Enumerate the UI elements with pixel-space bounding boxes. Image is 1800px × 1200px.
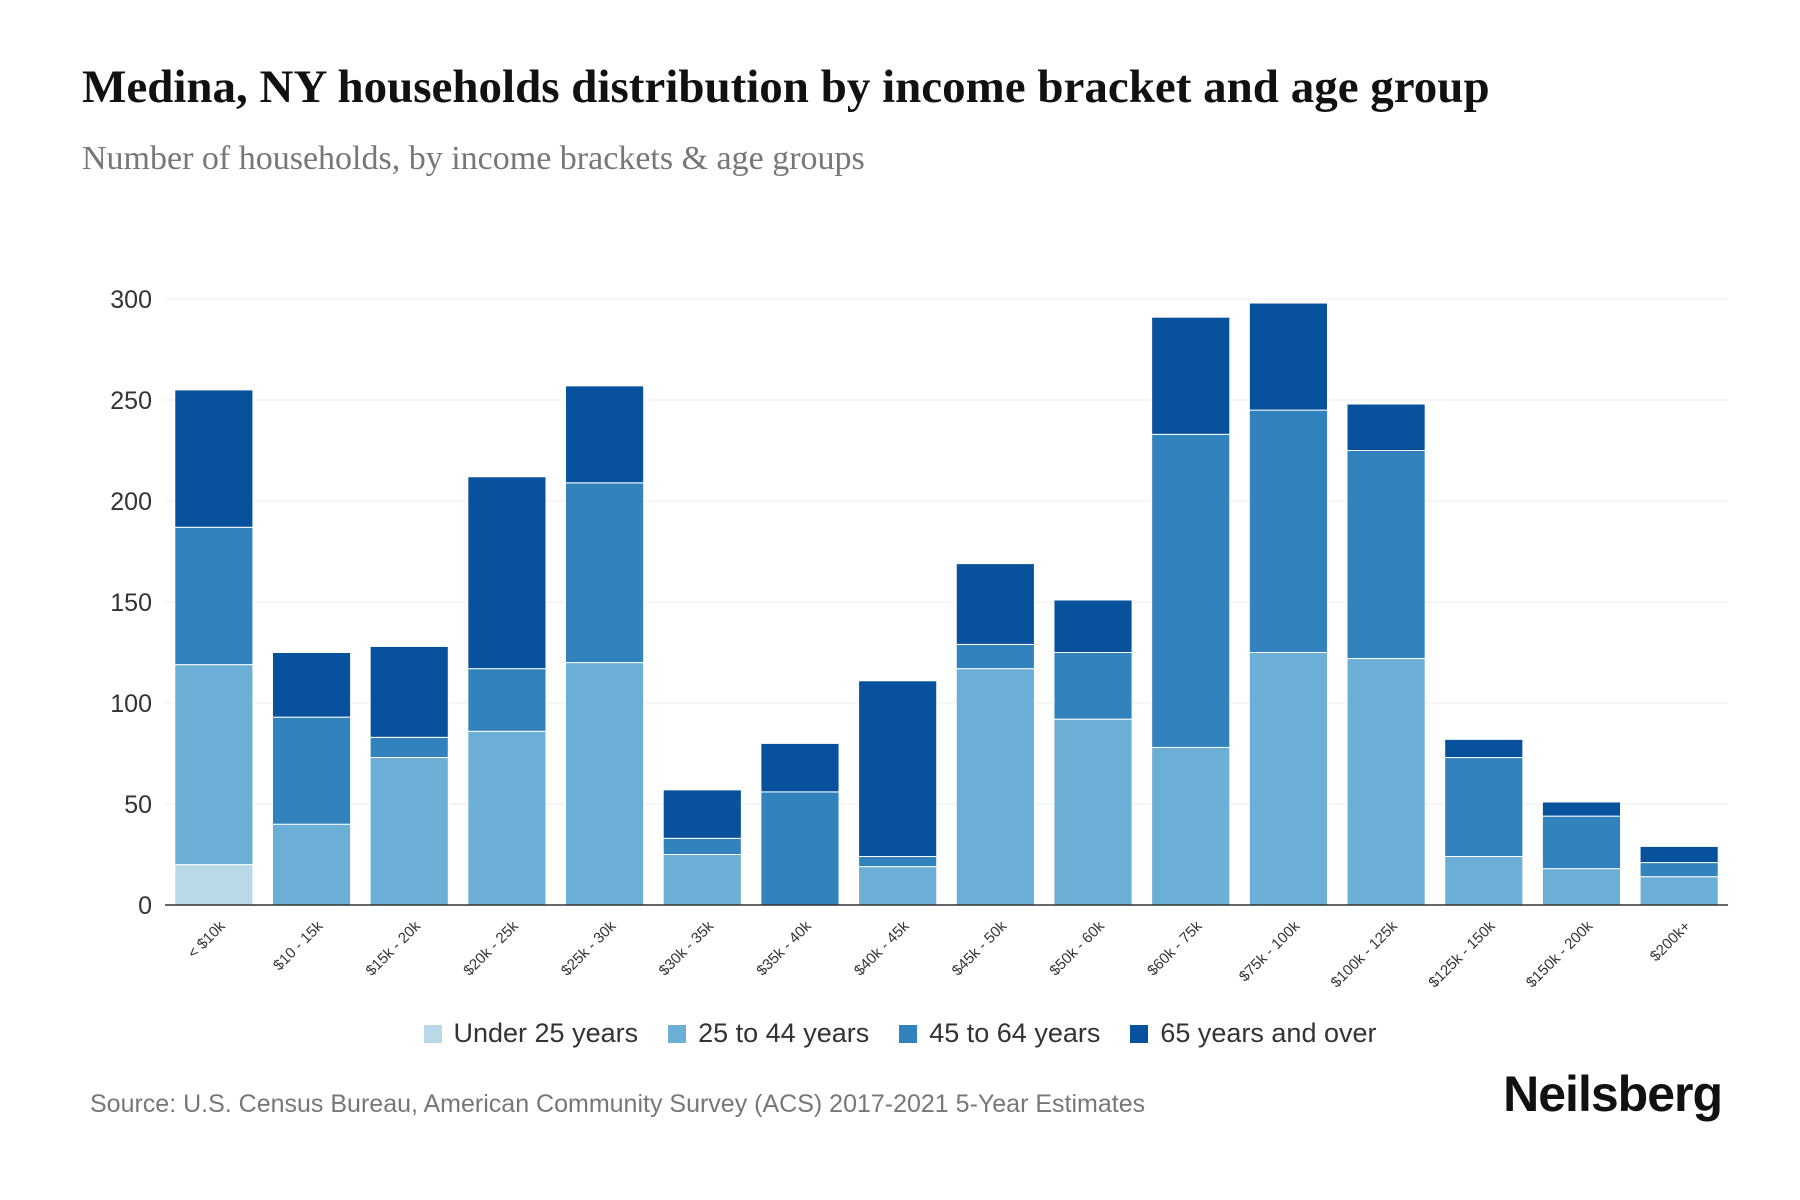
bar-segment xyxy=(760,791,840,906)
bar-segment xyxy=(1541,815,1622,870)
bar-segment xyxy=(1541,801,1622,817)
bar-segment xyxy=(1151,433,1231,748)
bar-segment xyxy=(1639,862,1719,878)
legend-label: Under 25 years xyxy=(453,1018,639,1048)
bar-segment xyxy=(271,823,352,906)
bar-segment xyxy=(1639,876,1719,906)
x-tick-label: $75k - 100k xyxy=(1236,917,1304,985)
legend-item: 65 years and over xyxy=(1130,1018,1377,1049)
bar-segment xyxy=(1151,746,1231,906)
y-tick-label: 100 xyxy=(110,690,152,718)
legend-label: 25 to 44 years xyxy=(698,1018,870,1048)
bar-segment xyxy=(1053,652,1133,720)
bar-segment xyxy=(271,652,352,718)
bar-segment xyxy=(1444,738,1524,759)
bar-segment xyxy=(662,789,742,839)
bar-segment xyxy=(955,668,1035,906)
bar-segment xyxy=(955,643,1035,670)
x-tick-label: $35k - 40k xyxy=(753,917,815,979)
bar-segment xyxy=(1248,652,1328,906)
legend-swatch xyxy=(899,1024,918,1043)
bar-segment xyxy=(1444,757,1524,858)
bar-segment xyxy=(1053,718,1133,906)
chart-title: Medina, NY households distribution by in… xyxy=(82,61,1490,113)
bar-segment xyxy=(565,662,645,906)
bar-segment xyxy=(1541,868,1622,906)
bar-segment xyxy=(369,757,449,906)
bar-segment xyxy=(1346,658,1426,906)
x-tick-label: $60k - 75k xyxy=(1144,917,1206,979)
bar-segment xyxy=(1444,856,1524,906)
x-tick-label: $125k - 150k xyxy=(1425,917,1499,991)
x-tick-label: $50k - 60k xyxy=(1046,917,1108,979)
chart-subtitle: Number of households, by income brackets… xyxy=(82,140,865,177)
legend-item: 25 to 44 years xyxy=(668,1018,869,1049)
legend-label: 45 to 64 years xyxy=(929,1018,1101,1048)
x-tick-label: $40k - 45k xyxy=(851,917,913,979)
bar-segment xyxy=(662,854,742,906)
bar-segment xyxy=(174,389,254,528)
y-tick-label: 300 xyxy=(110,286,152,314)
bar-segment xyxy=(467,730,547,906)
bar-segment xyxy=(174,526,254,666)
bar-segment xyxy=(467,476,547,670)
y-tick-label: 250 xyxy=(110,387,152,415)
bar-segment xyxy=(662,837,742,856)
bar-segment xyxy=(1346,450,1426,660)
x-tick-label: < $10k xyxy=(185,917,230,962)
bar-segment xyxy=(271,716,352,825)
bar-segment xyxy=(858,866,938,906)
bar-segment xyxy=(369,736,449,759)
legend-item: Under 25 years xyxy=(423,1018,639,1049)
x-tick-label: $10 - 15k xyxy=(270,917,327,974)
bar-segment xyxy=(1248,409,1328,653)
x-tick-label: $150k - 200k xyxy=(1523,917,1597,991)
legend-swatch xyxy=(668,1024,687,1043)
bar-segment xyxy=(955,563,1035,645)
legend-swatch xyxy=(1130,1024,1149,1043)
legend-swatch xyxy=(423,1024,442,1043)
source-note: Source: U.S. Census Bureau, American Com… xyxy=(90,1090,1146,1118)
x-tick-label: $45k - 50k xyxy=(949,917,1011,979)
y-tick-label: 0 xyxy=(138,892,152,920)
bar-segment xyxy=(467,668,547,732)
bar-segment xyxy=(1053,599,1133,653)
y-tick-label: 50 xyxy=(124,791,152,819)
bar-segment xyxy=(369,645,449,738)
legend-item: 45 to 64 years xyxy=(899,1018,1100,1049)
y-tick-label: 200 xyxy=(110,488,152,516)
x-tick-label: $20k - 25k xyxy=(460,917,522,979)
y-tick-label: 150 xyxy=(110,589,152,617)
bar-segment xyxy=(174,864,254,906)
x-tick-label: $200k+ xyxy=(1647,918,1694,965)
bar-segment xyxy=(1151,316,1231,435)
x-tick-label: $100k - 125k xyxy=(1328,917,1402,991)
bar-segment xyxy=(1346,403,1426,452)
legend: Under 25 years 25 to 44 years 45 to 64 yea… xyxy=(0,1018,1800,1049)
bar-segment xyxy=(760,742,840,793)
bar-segment xyxy=(858,680,938,858)
x-tick-label: $15k - 20k xyxy=(362,917,424,979)
bar-segment xyxy=(858,856,938,868)
neilsberg-logo: Neilsberg xyxy=(1503,1066,1723,1122)
legend-label: 65 years and over xyxy=(1160,1018,1377,1048)
bar-segment xyxy=(174,664,254,866)
x-tick-label: $30k - 35k xyxy=(656,917,718,979)
bar-segment xyxy=(565,482,645,664)
bar-segment xyxy=(1248,302,1328,411)
bar-segment xyxy=(1639,845,1719,864)
x-tick-label: $25k - 30k xyxy=(558,917,620,979)
bar-segment xyxy=(565,385,645,484)
